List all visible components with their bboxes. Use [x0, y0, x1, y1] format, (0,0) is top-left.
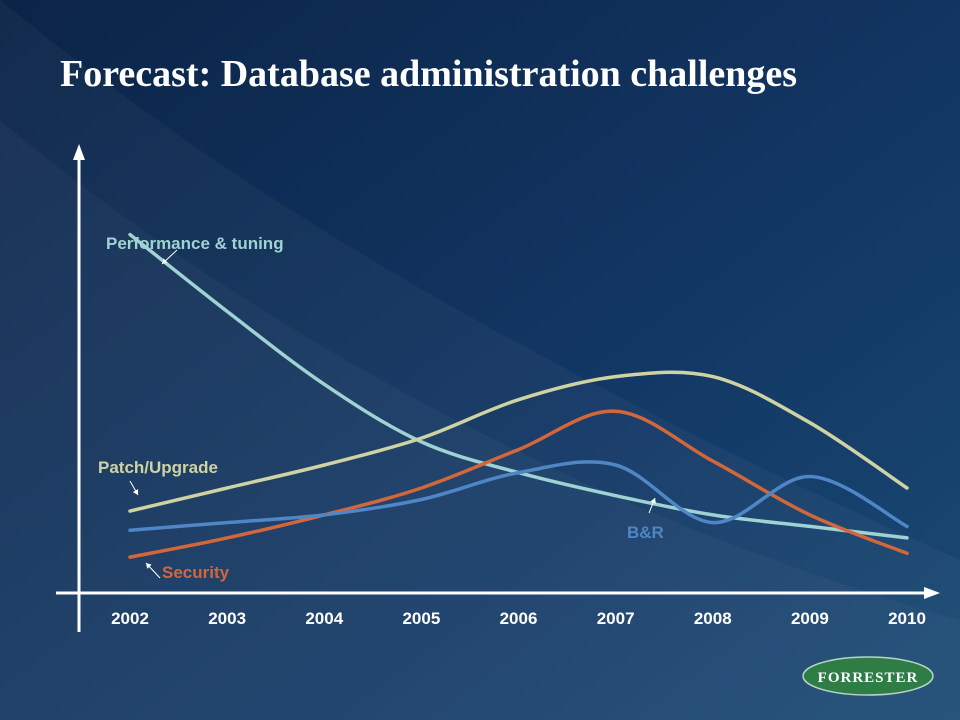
series-label-security: Security: [162, 563, 230, 582]
x-tick-label: 2003: [208, 609, 246, 628]
label-pointer-head: [650, 498, 656, 504]
series-label-b-r: B&R: [627, 523, 664, 542]
x-tick-label: 2008: [694, 609, 732, 628]
x-tick-label: 2002: [111, 609, 149, 628]
chart-axes: [56, 144, 940, 632]
x-tick-label: 2009: [791, 609, 829, 628]
series-line-b-r: [128, 460, 909, 532]
forrester-logo: FORRESTER: [802, 656, 934, 696]
label-pointer-head: [162, 258, 168, 264]
series-label-performance-tuning: Performance & tuning: [106, 234, 284, 253]
x-axis-arrow: [924, 587, 940, 599]
label-pointer-head: [146, 563, 152, 569]
series-line-performance-tuning: [128, 232, 909, 540]
x-tick-label: 2006: [500, 609, 538, 628]
x-tick-label: 2004: [305, 609, 343, 628]
series-line-security: [128, 409, 909, 559]
page-title: Forecast: Database administration challe…: [60, 53, 798, 95]
x-tick-label: 2010: [888, 609, 926, 628]
logo-text: FORRESTER: [818, 670, 919, 686]
x-tick-label: 2005: [402, 609, 440, 628]
label-pointer-head: [132, 489, 139, 495]
series-line-patch-upgrade: [128, 370, 909, 513]
x-tick-label: 2007: [597, 609, 635, 628]
y-axis-arrow: [73, 144, 85, 160]
series-label-patch-upgrade: Patch/Upgrade: [98, 458, 218, 477]
logo-badge: [802, 656, 934, 696]
